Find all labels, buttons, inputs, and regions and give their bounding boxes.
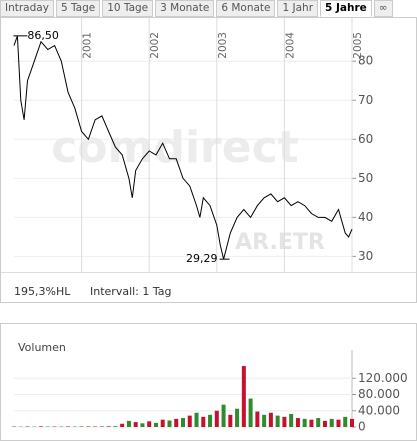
tab[interactable]: 1 Jahr	[277, 0, 319, 17]
volume-bar	[295, 418, 300, 427]
x-tick-label: 2005	[352, 32, 364, 59]
footer-text: Intervall: 1 Tag	[90, 285, 172, 298]
volume-bar	[309, 419, 314, 427]
volume-bar	[181, 418, 185, 427]
volume-bar	[289, 414, 294, 427]
volume-bar	[66, 426, 71, 427]
volume-bar	[255, 411, 260, 427]
y-tick-label: 30	[358, 249, 373, 263]
y-tick-label: 60	[358, 132, 373, 146]
volume-bar	[160, 419, 165, 427]
volume-bar	[120, 423, 125, 427]
symbol-watermark: AR.ETR	[235, 230, 325, 255]
volume-bar	[343, 416, 348, 427]
panel-title: Volumen	[18, 341, 66, 354]
volume-bar	[221, 404, 226, 427]
tab[interactable]: 3 Monate	[155, 0, 215, 17]
volume-bar	[187, 415, 192, 427]
y-tick-label: 40.000	[358, 403, 400, 417]
volume-bar	[248, 398, 253, 427]
tab[interactable]: 6 Monate	[216, 0, 276, 17]
volume-bar	[140, 423, 145, 427]
tab[interactable]: ∞	[373, 0, 393, 17]
volume-bar	[39, 426, 44, 427]
tab[interactable]: Intraday	[0, 0, 54, 17]
x-tick-label: 2003	[217, 32, 229, 59]
volume-bar	[208, 414, 213, 427]
x-tick-label: 2002	[149, 32, 161, 59]
price-line	[13, 35, 353, 260]
volume-bar	[99, 426, 104, 427]
tab[interactable]: 10 Tage	[102, 0, 154, 17]
volume-bar	[86, 426, 91, 427]
x-tick-label: 2001	[82, 32, 94, 59]
volume-bar	[201, 416, 206, 427]
tab[interactable]: 5 Tage	[55, 0, 101, 17]
volume-bar	[113, 426, 118, 427]
volume-bar	[174, 418, 179, 427]
y-tick-label: 0	[358, 420, 366, 434]
volume-bar	[268, 412, 273, 427]
watermark: comdirect	[51, 122, 298, 173]
y-tick-label: 120.000	[358, 371, 408, 385]
volume-bar	[241, 366, 246, 427]
y-tick-label: 70	[358, 93, 373, 107]
volume-bar	[106, 426, 111, 427]
volume-bar	[235, 408, 240, 427]
volume-bar	[133, 422, 138, 427]
volume-bar	[336, 419, 341, 427]
volume-bar	[194, 412, 199, 427]
footer-text: 195,3%HL	[14, 285, 71, 298]
volume-bar	[228, 414, 233, 427]
price-panel	[0, 17, 417, 303]
tab-bar: Intraday 5 Tage 10 Tage 3 Monate 6 Monate 1 J…	[0, 0, 417, 17]
volume-bar	[147, 421, 152, 427]
volume-bar	[350, 418, 354, 427]
tab[interactable]: 5 Jahre	[320, 0, 372, 17]
y-tick-label: 40	[358, 210, 373, 224]
volume-bar	[282, 416, 287, 427]
annotation-label: 86,50	[27, 29, 58, 42]
x-tick-label: 2004	[284, 32, 296, 59]
volume-bar	[275, 415, 280, 427]
volume-bar	[262, 414, 267, 427]
annotation-label: 29,29	[186, 252, 218, 265]
volume-bar	[329, 418, 334, 427]
volume-bar	[316, 418, 321, 427]
y-tick-label: 80.000	[358, 387, 400, 401]
volume-bar	[322, 420, 327, 427]
y-tick-label: 50	[358, 171, 373, 185]
volume-bar	[126, 420, 131, 427]
volume-bar	[214, 410, 219, 427]
y-tick-label: 80	[358, 54, 373, 68]
volume-bar	[153, 422, 158, 427]
volume-bar	[167, 420, 172, 427]
volume-bar	[302, 418, 307, 427]
